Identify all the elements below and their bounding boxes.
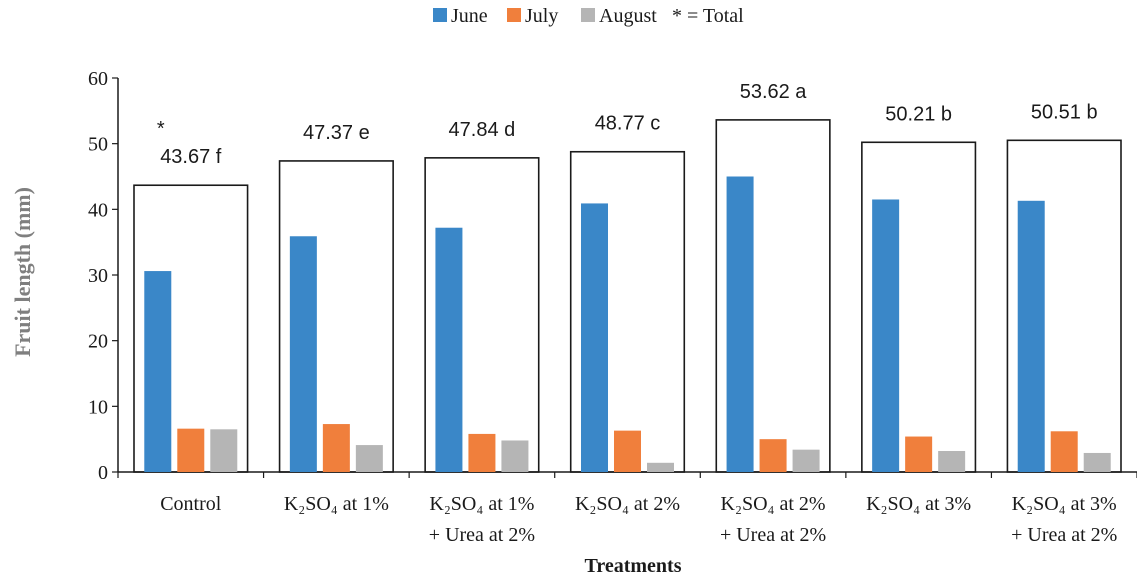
bar-june (435, 227, 463, 472)
x-tick-label: K₂SO₄ at 2% (721, 493, 826, 515)
bar-july (759, 439, 787, 472)
bar-june (726, 176, 754, 472)
bar-june (1017, 200, 1045, 472)
legend-label: August (599, 5, 657, 27)
total-marker: * (157, 118, 165, 140)
bar-august (501, 440, 529, 472)
bar-august (355, 445, 383, 472)
total-label: 50.21 b (885, 103, 952, 125)
bar-august (647, 462, 674, 472)
bar-july (905, 436, 933, 472)
x-axis-label: Treatments (584, 555, 681, 574)
legend-swatch-june (433, 8, 447, 22)
total-label: 47.84 d (449, 119, 516, 141)
legend-note: * = Total (672, 5, 744, 27)
bar-august (938, 450, 966, 472)
y-tick-label: 60 (88, 68, 108, 90)
x-tick-label: + Urea at 2% (1011, 524, 1117, 546)
x-tick-label: + Urea at 2% (429, 524, 535, 546)
x-tick-label: Control (160, 493, 222, 515)
total-label: 50.51 b (1031, 101, 1098, 123)
bar-july (177, 428, 205, 472)
bar-june (144, 271, 172, 472)
x-tick-label: + Urea at 2% (720, 524, 826, 546)
x-tick-label: K₂SO₄ at 3% (866, 493, 971, 515)
legend-swatch-july (507, 8, 521, 22)
y-tick-label: 20 (88, 331, 108, 353)
legend-label: July (525, 5, 558, 27)
plot-area: 0 10 20 30 40 50 60 43.67 f * Control 47.37 e K₂SO₄… (88, 68, 1137, 546)
bar-june (872, 199, 900, 472)
total-label: 48.77 c (595, 113, 661, 135)
bar-june (289, 236, 317, 472)
legend: June July August * = Total (433, 5, 744, 27)
bar-august (1083, 452, 1111, 472)
y-tick-label: 10 (88, 396, 108, 418)
x-tick-label: K₂SO₄ at 2% (575, 493, 680, 515)
x-tick-label: K₂SO₄ at 3% (1012, 493, 1117, 515)
legend-swatch-august (581, 8, 595, 22)
bar-july (1050, 431, 1078, 472)
x-tick-label: K₂SO₄ at 1% (429, 493, 534, 515)
legend-label: June (451, 5, 488, 27)
bar-august (210, 429, 238, 472)
total-label: 43.67 f (160, 146, 222, 168)
x-tick-label: K₂SO₄ at 1% (284, 493, 389, 515)
bar-july (322, 424, 350, 472)
y-tick-label: 0 (98, 462, 108, 484)
bar-june (581, 203, 608, 472)
y-axis-label: Fruit length (mm) (10, 187, 35, 357)
bar-august (792, 449, 820, 472)
bar-july (468, 433, 496, 472)
y-tick-label: 50 (88, 134, 108, 156)
y-tick-label: 30 (88, 265, 108, 287)
y-tick-label: 40 (88, 199, 108, 221)
total-label: 47.37 e (303, 122, 370, 144)
total-label: 53.62 a (740, 81, 808, 103)
bar-july (614, 430, 641, 472)
